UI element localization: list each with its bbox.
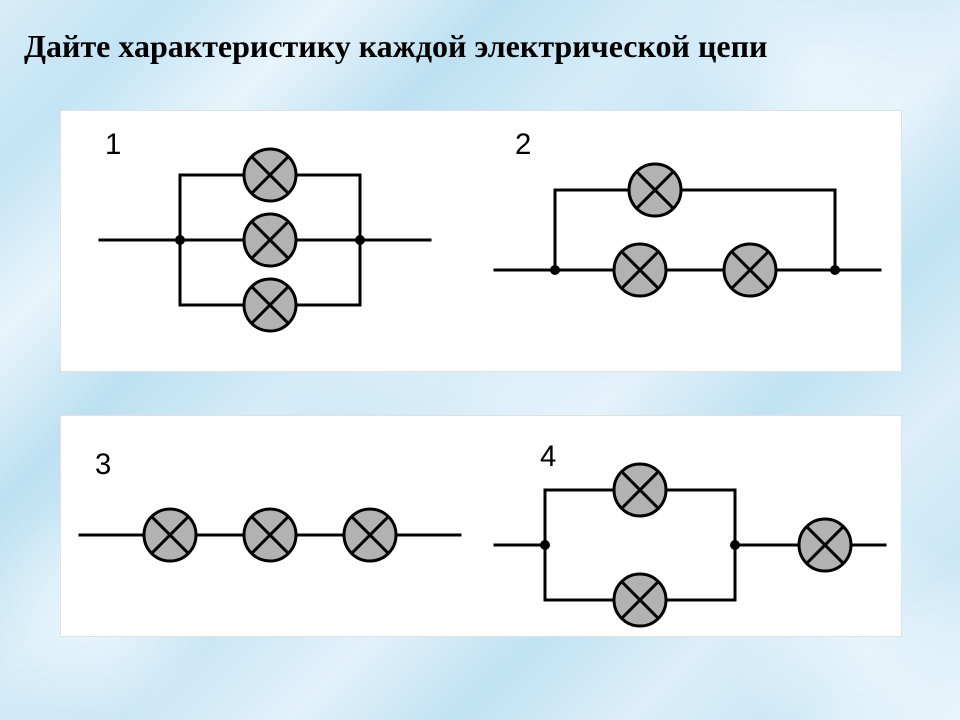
lamp-icon [629,164,681,216]
lamp-icon [244,279,296,331]
lamp-icon [724,244,776,296]
circuit-2-diagram [485,120,885,360]
lamp-icon [244,149,296,201]
lamp-icon [799,519,851,571]
lamp-icon [614,464,666,516]
circuit-3-diagram [70,455,470,595]
circuit-4-diagram [485,440,895,630]
lamp-icon [614,574,666,626]
slide-background: Дайте характеристику каждой электрическо… [0,0,960,720]
lamp-icon [614,244,666,296]
lamp-icon [244,214,296,266]
slide-title: Дайте характеристику каждой электрическо… [24,28,767,65]
lamp-icon [344,509,396,561]
lamp-icon [144,509,196,561]
circuit-1-diagram [80,120,440,360]
lamp-icon [244,509,296,561]
